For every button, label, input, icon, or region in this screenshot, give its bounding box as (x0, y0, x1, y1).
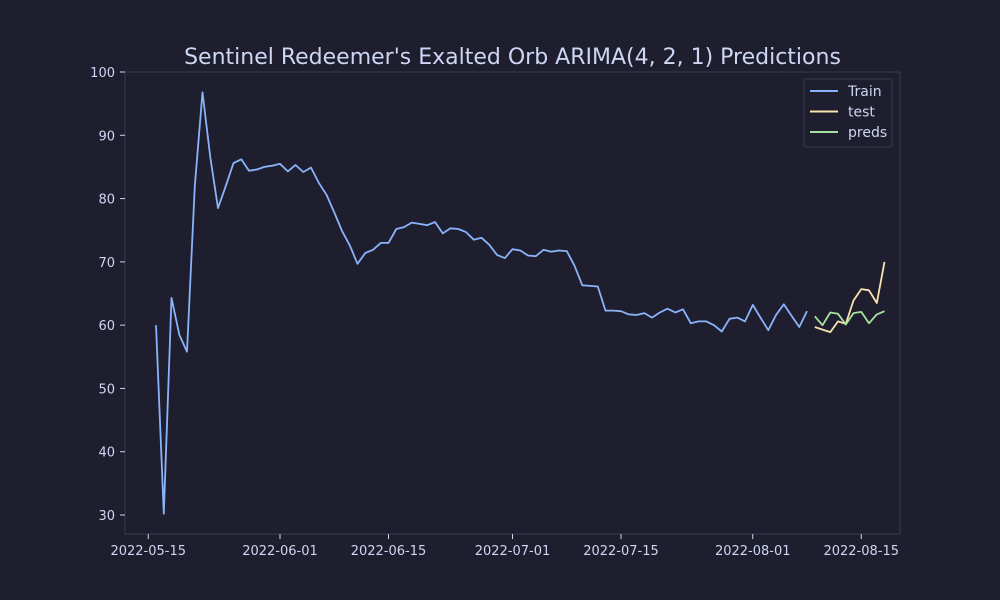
y-tick-label: 30 (98, 509, 115, 524)
y-tick-label: 90 (98, 129, 115, 144)
legend-label-train: Train (847, 84, 882, 100)
chart-title: Sentinel Redeemer's Exalted Orb ARIMA(4,… (184, 45, 841, 70)
legend-label-test: test (848, 105, 875, 121)
legend-box (803, 78, 893, 148)
x-tick-label: 2022-08-15 (823, 544, 899, 559)
x-tick-label: 2022-06-15 (351, 544, 427, 559)
x-tick-label: 2022-07-01 (475, 544, 551, 559)
y-tick-label: 70 (98, 256, 115, 271)
axes: 30 40 50 60 70 80 90 100 2022-05-15 2022-06-01 202… (90, 66, 899, 559)
x-tick-label: 2022-07-15 (583, 544, 659, 559)
series-line-test (814, 261, 886, 334)
y-tick-label: 50 (98, 382, 115, 397)
y-tick-label: 40 (98, 446, 115, 461)
y-tick-label: 100 (90, 66, 115, 81)
legend: Train test preds (803, 78, 893, 148)
series-line-preds (814, 310, 885, 327)
x-tick-label: 2022-06-01 (242, 544, 318, 559)
series-line-train (155, 91, 808, 515)
y-tick-label: 80 (98, 193, 115, 208)
series-layer (155, 91, 886, 515)
x-tick-label: 2022-05-15 (110, 544, 186, 559)
x-tick-label: 2022-08-01 (715, 544, 791, 559)
legend-label-preds: preds (848, 125, 887, 141)
y-tick-label: 60 (98, 319, 115, 334)
